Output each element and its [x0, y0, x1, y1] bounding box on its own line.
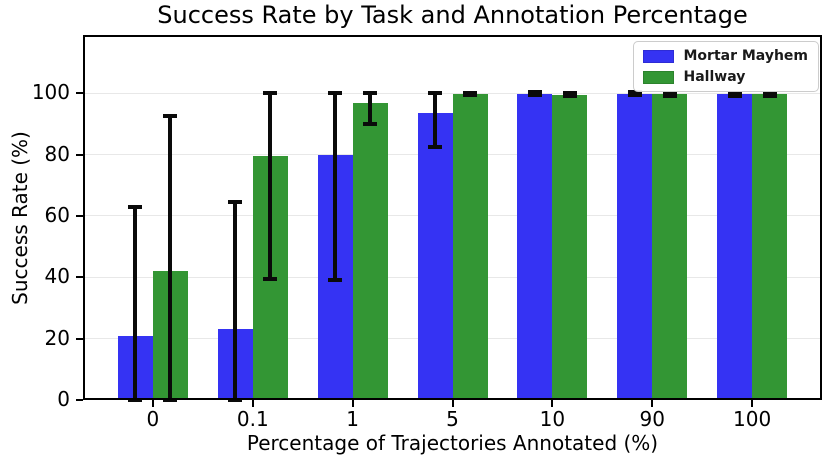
x-tick-mark: [351, 400, 354, 407]
error-bar: [333, 93, 338, 281]
error-bar: [368, 93, 373, 124]
y-tick-label: 100: [31, 80, 70, 105]
error-cap-bottom: [263, 276, 278, 281]
error-cap-top: [128, 204, 143, 209]
legend-swatch-blue: [642, 49, 674, 63]
y-tick-label: 40: [44, 264, 70, 289]
x-tick-label: 1: [346, 407, 359, 431]
y-tick-label: 20: [44, 325, 70, 350]
error-bar: [433, 93, 437, 147]
legend-item-hallway: Hallway: [642, 69, 809, 85]
error-cap-top: [228, 200, 243, 205]
bar-hallway-5: [452, 93, 488, 400]
y-tick-label: 0: [57, 387, 70, 411]
error-bar: [133, 206, 138, 400]
error-bar: [268, 93, 273, 279]
bar-hallway-1: [352, 103, 388, 400]
y-tick-label: 80: [44, 141, 70, 166]
bar-hallway-100: [752, 94, 788, 400]
bar-mortar-mayhem-10: [517, 93, 553, 400]
y-tick-mark: [76, 214, 83, 217]
error-cap-bottom: [463, 93, 477, 98]
y-tick-mark: [76, 399, 83, 401]
error-cap-bottom: [627, 93, 642, 98]
x-tick-mark: [651, 400, 654, 407]
error-cap-top: [328, 91, 343, 96]
x-tick-label: 90: [639, 407, 665, 431]
error-cap-bottom: [527, 93, 542, 98]
error-cap-top: [727, 90, 742, 95]
x-tick-mark: [451, 400, 454, 407]
error-cap-top: [762, 90, 777, 95]
legend-swatch-green: [642, 70, 674, 84]
x-tick-label: 10: [539, 407, 566, 431]
error-cap-bottom: [128, 398, 143, 402]
y-tick-label: 60: [44, 202, 70, 227]
bar-mortar-mayhem-100: [717, 94, 753, 400]
error-cap-top: [463, 90, 477, 95]
error-cap-top: [428, 91, 442, 96]
x-tick-label: 5: [446, 407, 459, 431]
y-tick-mark: [76, 337, 83, 340]
error-cap-top: [527, 90, 542, 95]
error-bar: [168, 116, 173, 400]
error-cap-bottom: [762, 93, 777, 98]
error-cap-top: [627, 90, 642, 95]
x-tick-mark: [251, 400, 254, 407]
x-tick-label: 100: [733, 407, 772, 431]
y-tick-mark: [76, 92, 83, 95]
error-cap-top: [263, 91, 278, 96]
x-tick-label: 0.1: [236, 407, 269, 431]
error-cap-top: [562, 90, 577, 95]
error-cap-bottom: [428, 144, 442, 149]
bar-hallway-90: [652, 94, 688, 400]
gridline: [85, 92, 820, 94]
legend: Mortar Mayhem Hallway: [632, 41, 819, 92]
error-cap-top: [163, 114, 178, 119]
error-cap-bottom: [727, 93, 742, 98]
legend-label-hallway: Hallway: [683, 69, 746, 85]
error-cap-bottom: [363, 121, 378, 126]
x-tick-mark: [151, 400, 154, 407]
y-tick-mark: [76, 153, 83, 156]
x-tick-label: 0: [146, 407, 160, 431]
legend-label-mortar-mayhem: Mortar Mayhem: [683, 48, 809, 64]
error-cap-top: [662, 90, 677, 95]
x-axis-label: Percentage of Trajectories Annotated (%): [246, 431, 659, 455]
error-bar: [233, 202, 238, 400]
bar-mortar-mayhem-5: [417, 113, 453, 400]
x-tick-mark: [551, 400, 554, 407]
error-cap-bottom: [328, 278, 343, 283]
error-cap-top: [363, 91, 378, 96]
chart-title: Success Rate by Task and Annotation Perc…: [157, 1, 748, 29]
bar-hallway-10: [552, 94, 588, 400]
bar-mortar-mayhem-90: [617, 93, 653, 400]
legend-item-mortar-mayhem: Mortar Mayhem: [642, 48, 809, 64]
error-cap-bottom: [562, 94, 577, 99]
y-tick-mark: [76, 276, 83, 279]
error-cap-bottom: [228, 398, 243, 402]
error-cap-bottom: [662, 93, 677, 98]
error-cap-bottom: [163, 398, 178, 402]
x-tick-mark: [751, 400, 754, 407]
